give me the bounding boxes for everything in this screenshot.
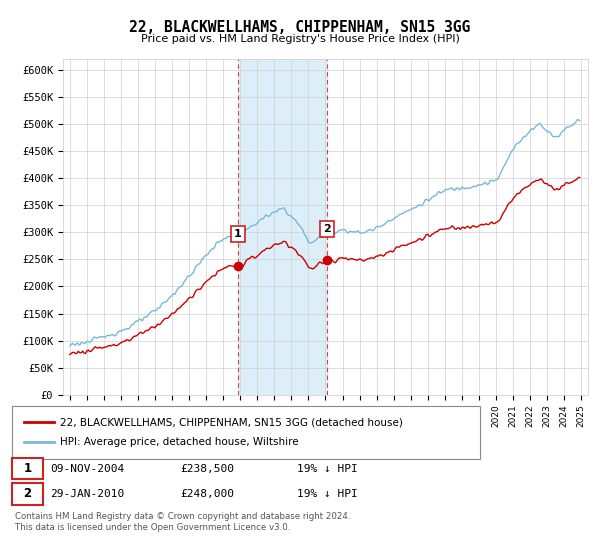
- Text: 22, BLACKWELLHAMS, CHIPPENHAM, SN15 3GG (detached house): 22, BLACKWELLHAMS, CHIPPENHAM, SN15 3GG …: [60, 417, 403, 427]
- Bar: [238, 59, 327, 395]
- Text: 2: 2: [323, 224, 331, 234]
- Text: 19% ↓ HPI: 19% ↓ HPI: [297, 489, 358, 499]
- Text: £248,000: £248,000: [180, 489, 234, 499]
- Text: 09-NOV-2004: 09-NOV-2004: [50, 464, 124, 474]
- Text: Price paid vs. HM Land Registry's House Price Index (HPI): Price paid vs. HM Land Registry's House …: [140, 34, 460, 44]
- Text: 22, BLACKWELLHAMS, CHIPPENHAM, SN15 3GG: 22, BLACKWELLHAMS, CHIPPENHAM, SN15 3GG: [130, 20, 470, 35]
- Text: 19% ↓ HPI: 19% ↓ HPI: [297, 464, 358, 474]
- Text: 1: 1: [234, 229, 242, 239]
- Text: 2: 2: [23, 487, 32, 501]
- Text: Contains HM Land Registry data © Crown copyright and database right 2024.
This d: Contains HM Land Registry data © Crown c…: [15, 512, 350, 532]
- Text: 29-JAN-2010: 29-JAN-2010: [50, 489, 124, 499]
- Text: 1: 1: [23, 462, 32, 475]
- Text: £238,500: £238,500: [180, 464, 234, 474]
- Text: HPI: Average price, detached house, Wiltshire: HPI: Average price, detached house, Wilt…: [60, 437, 299, 447]
